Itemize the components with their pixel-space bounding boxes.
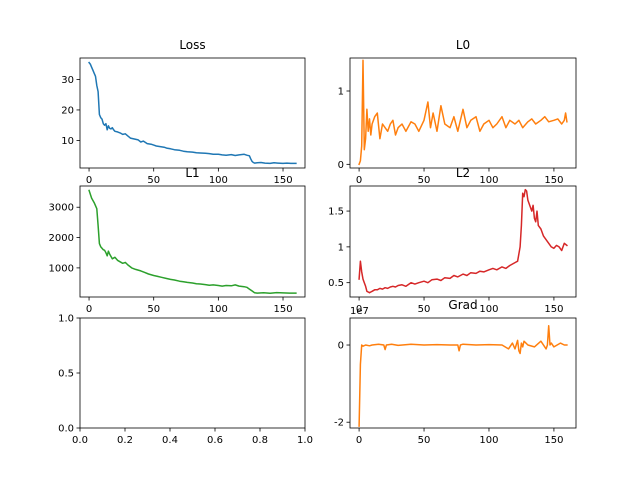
panel-1: 0 50 100 150 10 20 30 Loss — [61, 38, 306, 186]
axes-frame — [349, 317, 577, 429]
series-line — [358, 188, 568, 294]
panel-5: 0.0 0.2 0.4 0.6 0.8 1.0 0.0 0.5 1.0 — [58, 314, 313, 447]
y-tick-label: 2000 — [49, 233, 74, 244]
panel-title: L0 — [456, 38, 470, 52]
y-tick-label: 0.5 — [58, 369, 74, 380]
axis-offset-label: 1e7 — [350, 306, 369, 317]
x-tick-label: 0 — [356, 175, 362, 186]
x-tick-label: 1.0 — [297, 435, 313, 446]
panel-title: Grad — [448, 298, 477, 312]
axes-frame — [79, 317, 306, 429]
panel-4: 0 50 100 150 0.5 1 1.5 L2 — [328, 166, 577, 315]
x-tick-label: 0 — [356, 304, 362, 315]
y-tick-label: 20 — [61, 105, 74, 116]
y-tick-label: 1000 — [49, 263, 74, 274]
y-tick-label: 0.0 — [58, 424, 74, 435]
x-tick-label: 0 — [86, 304, 92, 315]
x-tick-label: 50 — [418, 435, 431, 446]
x-tick-label: 150 — [544, 304, 563, 315]
x-tick-label: 0.0 — [72, 435, 88, 446]
y-tick-label: 1 — [338, 87, 344, 98]
panel-title: Loss — [179, 38, 205, 52]
series-line — [358, 324, 568, 427]
series-line — [88, 189, 297, 294]
x-tick-label: 0.6 — [207, 435, 223, 446]
x-tick-label: 50 — [147, 304, 160, 315]
x-tick-label: 150 — [544, 175, 563, 186]
series-line — [358, 59, 568, 166]
y-tick-label: 0.5 — [328, 278, 344, 289]
axes-frame — [79, 185, 306, 298]
y-tick-label: -2 — [334, 418, 344, 429]
x-tick-label: 50 — [418, 304, 431, 315]
x-tick-label: 50 — [147, 175, 160, 186]
series-line — [88, 61, 297, 165]
x-tick-label: 150 — [273, 175, 292, 186]
x-tick-label: 0.8 — [252, 435, 268, 446]
axes-frame — [349, 185, 577, 298]
x-tick-label: 100 — [209, 175, 228, 186]
y-tick-label: 3000 — [49, 203, 74, 214]
x-tick-label: 0.2 — [117, 435, 133, 446]
x-tick-label: 100 — [479, 175, 498, 186]
x-tick-label: 50 — [418, 175, 431, 186]
y-tick-label: 1 — [338, 242, 344, 253]
panel-title: L2 — [456, 166, 470, 180]
x-tick-label: 100 — [479, 435, 498, 446]
x-tick-label: 0 — [356, 435, 362, 446]
panel-title: L1 — [185, 166, 199, 180]
x-tick-label: 100 — [209, 304, 228, 315]
panel-2: 0 50 100 150 0 1 L0 — [338, 38, 577, 186]
axes-frame — [349, 57, 577, 169]
axes-frame — [79, 57, 306, 169]
x-tick-label: 150 — [273, 304, 292, 315]
y-tick-label: 30 — [61, 75, 74, 86]
x-tick-label: 0 — [86, 175, 92, 186]
y-tick-label: 1.0 — [58, 314, 74, 325]
y-tick-label: 10 — [61, 136, 74, 147]
y-tick-label: 0 — [338, 160, 344, 171]
x-tick-label: 150 — [544, 435, 563, 446]
x-tick-label: 0.4 — [162, 435, 178, 446]
x-tick-label: 100 — [479, 304, 498, 315]
y-tick-label: 0 — [338, 341, 344, 352]
y-tick-label: 1.5 — [328, 207, 344, 218]
